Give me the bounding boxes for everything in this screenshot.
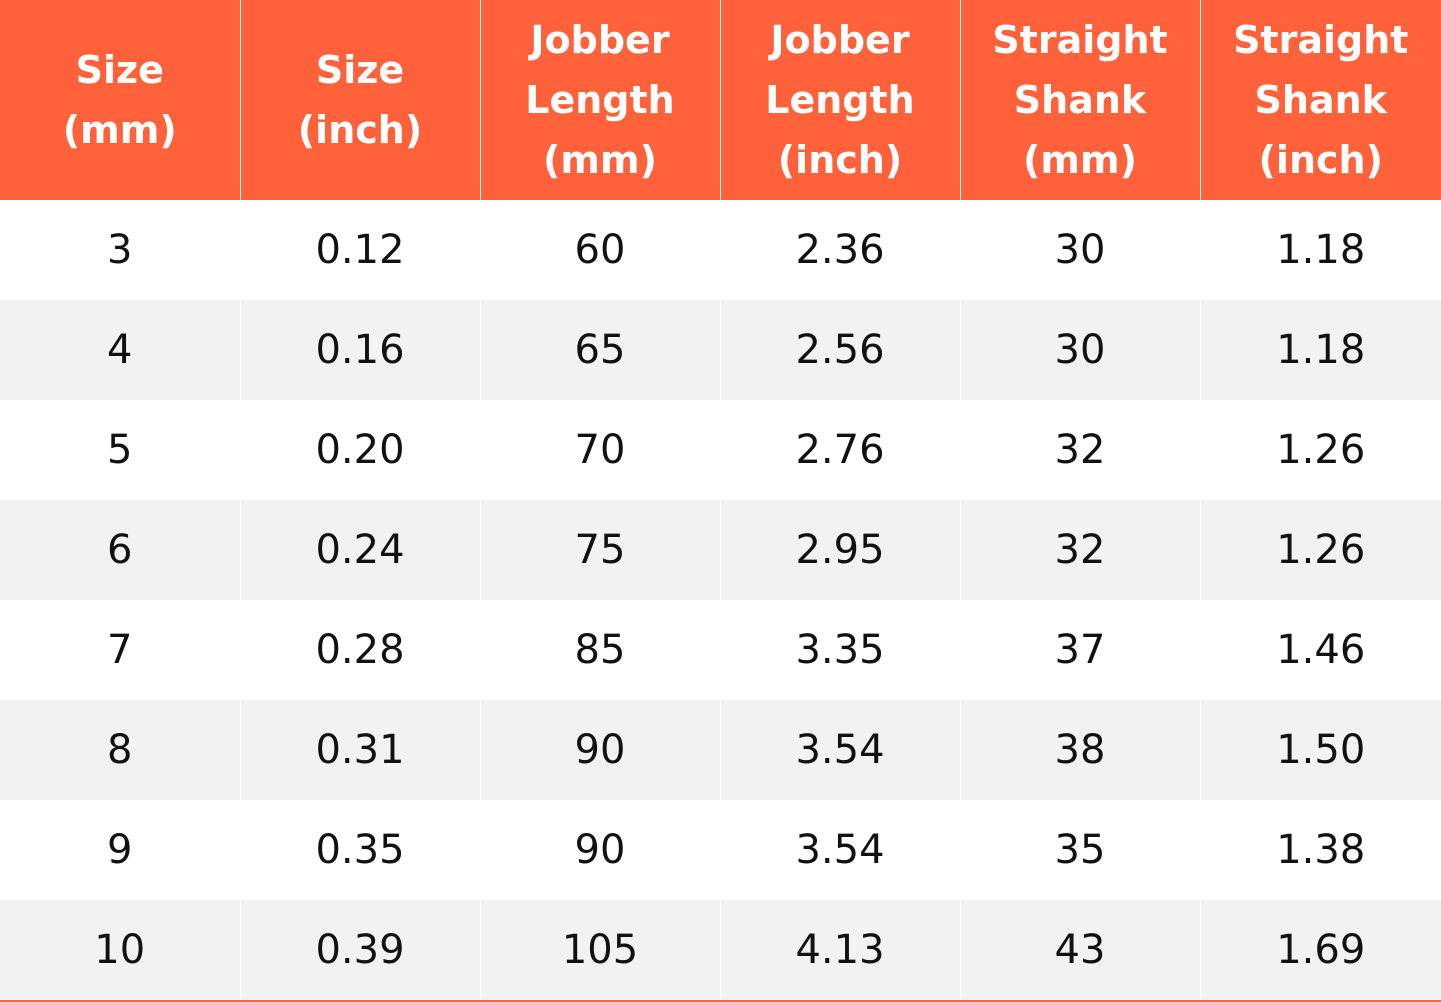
table-row: 3 0.12 60 2.36 30 1.18: [0, 200, 1441, 300]
header-text: Jobber: [530, 18, 670, 62]
table-cell: 6: [0, 500, 240, 600]
table-cell: 85: [479, 600, 720, 700]
table-cell: 37: [959, 600, 1200, 700]
table-cell: 3.54: [719, 800, 960, 900]
table-cell: 30: [959, 200, 1200, 300]
table-cell: 90: [479, 700, 720, 800]
header-cell: Jobber Length (mm): [479, 0, 720, 200]
table-cell: 3: [107, 227, 133, 273]
header-text: (mm): [543, 138, 657, 182]
table-cell: 5: [107, 427, 133, 473]
table-cell: 0.12: [239, 200, 480, 300]
table-body: 3 0.12 60 2.36 30 1.18 4 0.16 65 2.56 30 1.18 5 0.20 7…: [0, 200, 1441, 1001]
table-cell: 0.20: [239, 400, 480, 500]
table-cell: 60: [479, 200, 720, 300]
header-text: (inch): [777, 138, 903, 182]
header-cell: Size (inch): [239, 0, 480, 200]
table-cell: 70: [479, 400, 720, 500]
header-text: Length: [765, 78, 915, 122]
table-cell: 1.18: [1199, 200, 1441, 300]
table-cell: 32: [959, 400, 1200, 500]
table-cell: 0.28: [239, 600, 480, 700]
header-text: Length: [525, 78, 675, 122]
table-header: Size (mm) Size (inch) Jobber Length (mm) Jobber…: [0, 0, 1441, 200]
header-text: Shank: [1254, 78, 1387, 122]
header-row: Size (mm) Size (inch) Jobber Length (mm) Jobber…: [0, 0, 1441, 200]
table-row: 8 0.31 90 3.54 38 1.50: [0, 700, 1441, 800]
table-cell: 1.26: [1199, 400, 1441, 500]
table-row: 10 0.39 105 4.13 43 1.69: [0, 900, 1441, 1001]
header-text: Straight: [1233, 18, 1409, 62]
table-cell: 4: [0, 300, 240, 400]
table-cell: 2.56: [719, 300, 960, 400]
table-cell: 1.69: [1199, 900, 1441, 1001]
table-cell: 10: [0, 900, 240, 1001]
table-row: 7 0.28 85 3.35 37 1.46: [0, 600, 1441, 700]
table-cell: 30: [959, 300, 1200, 400]
table-cell: 9: [107, 827, 133, 873]
table-cell: 75: [479, 500, 720, 600]
table-cell: 4.13: [719, 900, 960, 1001]
table-cell: 0.39: [239, 900, 480, 1001]
table-cell: 3.54: [719, 700, 960, 800]
table-cell: 3.35: [719, 600, 960, 700]
table-cell: 1.38: [1199, 800, 1441, 900]
table-row: 4 0.16 65 2.56 30 1.18: [0, 300, 1441, 400]
table-cell: 7: [107, 627, 133, 673]
table-cell: 8: [0, 700, 240, 800]
table-cell: 2.36: [719, 200, 960, 300]
header-text: Jobber: [770, 18, 910, 62]
table-cell: 35: [959, 800, 1200, 900]
table-cell: 1.18: [1199, 300, 1441, 400]
header-cell: Straight Shank (mm): [959, 0, 1200, 200]
table-cell: 43: [959, 900, 1200, 1001]
table-cell: 90: [479, 800, 720, 900]
table-row: 5 0.20 70 2.76 32 1.26: [0, 400, 1441, 500]
header-text: Straight: [992, 18, 1168, 62]
header-cell: Straight Shank (inch): [1199, 0, 1441, 200]
header-cell: Jobber Length (inch): [719, 0, 960, 200]
table-cell: 0.35: [239, 800, 480, 900]
header-cell: Size (mm): [0, 0, 240, 200]
header-text: (inch): [1258, 138, 1383, 182]
table-cell: 1.50: [1199, 700, 1441, 800]
table-cell: 0.24: [239, 500, 480, 600]
table-cell: 1.46: [1199, 600, 1441, 700]
table-cell: 2.76: [719, 400, 960, 500]
table-cell: 2.95: [719, 500, 960, 600]
table-cell: 32: [959, 500, 1200, 600]
table-cell: 38: [959, 700, 1200, 800]
table-row: 6 0.24 75 2.95 32 1.26: [0, 500, 1441, 600]
header-text: Shank: [1013, 78, 1147, 122]
table-row: 9 0.35 90 3.54 35 1.38: [0, 800, 1441, 900]
header-text: (inch): [297, 108, 423, 152]
table-cell: 105: [479, 900, 720, 1001]
header-text: (mm): [62, 108, 177, 152]
header-text: (mm): [1023, 138, 1137, 182]
table-cell: 1.26: [1199, 500, 1441, 600]
table-cell: 0.31: [239, 700, 480, 800]
header-text: Size: [315, 48, 405, 92]
table-cell: 0.16: [239, 300, 480, 400]
table-cell: 65: [479, 300, 720, 400]
header-text: Size: [75, 48, 164, 92]
